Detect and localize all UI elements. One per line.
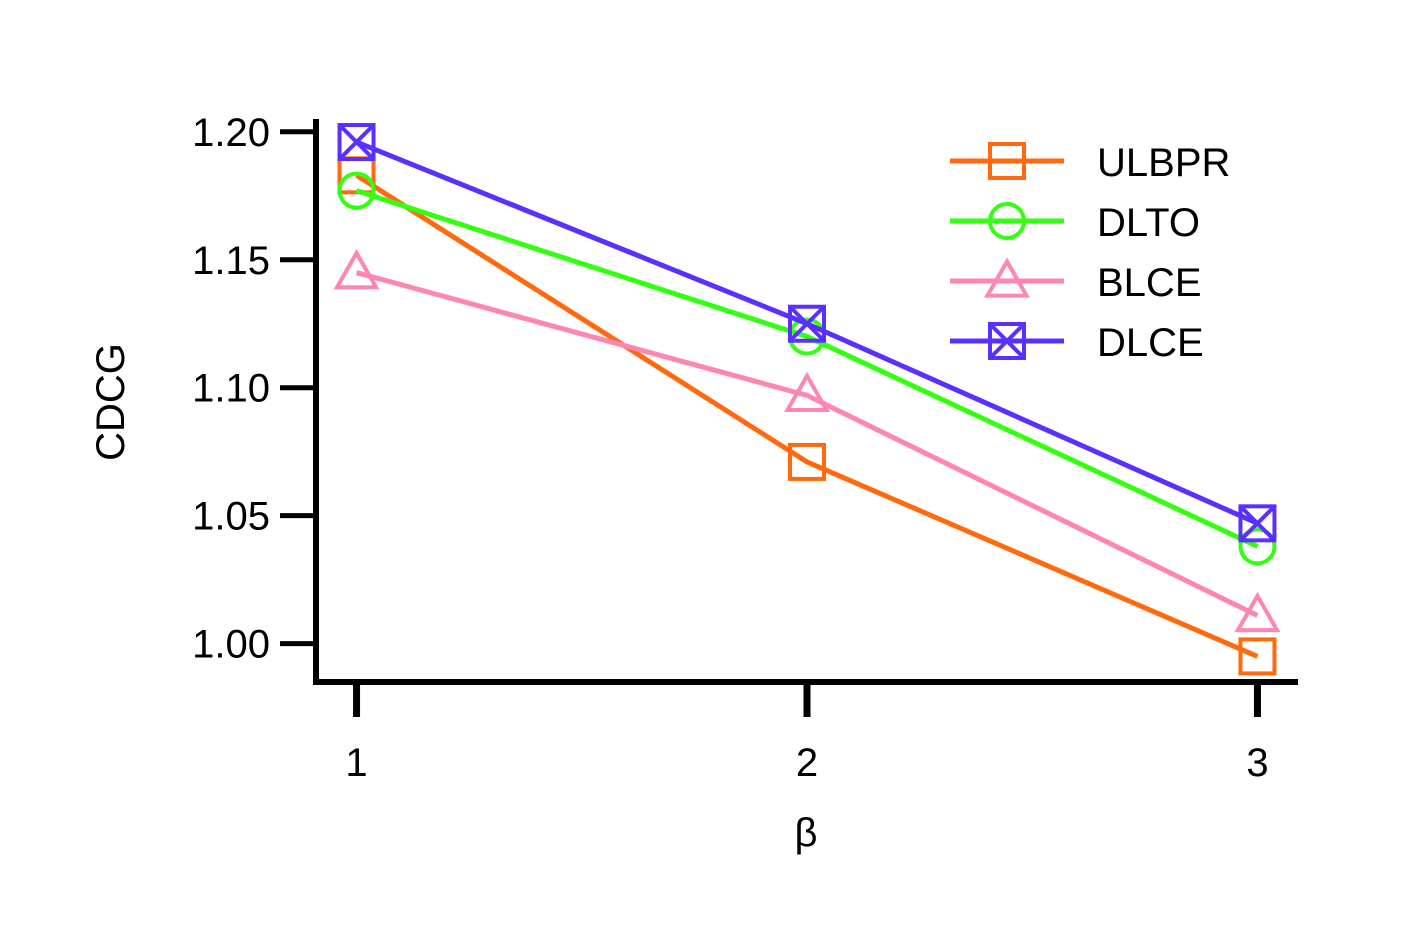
- y-tick-label: 1.15: [192, 239, 270, 283]
- legend-entry: ULBPR: [950, 141, 1230, 185]
- data-point: [1234, 591, 1281, 633]
- legend-marker: [988, 202, 1026, 240]
- y-tick-label: 1.10: [192, 367, 270, 411]
- data-point: [1238, 527, 1277, 566]
- y-axis-title: CDCG: [89, 343, 133, 461]
- legend-entry: BLCE: [950, 257, 1202, 305]
- legend-marker: [984, 257, 1030, 298]
- legend-entry: DLTO: [950, 201, 1200, 245]
- legend-label: DLTO: [1097, 201, 1200, 245]
- x-tick-label: 1: [345, 741, 367, 785]
- legend-label: ULBPR: [1097, 141, 1230, 185]
- x-axis-title: β: [794, 811, 817, 855]
- legend: ULBPR DLTO BLCE DLCE: [950, 141, 1230, 365]
- series-line: [355, 188, 1259, 549]
- plot-series: [333, 123, 1281, 676]
- data-point: [784, 371, 830, 413]
- data-point: [1238, 504, 1277, 543]
- legend-label: BLCE: [1097, 261, 1202, 305]
- y-axis-ticks: 1.00 1.05 1.10 1.15 1.20: [192, 111, 316, 667]
- y-tick-label: 1.05: [192, 495, 270, 539]
- series-ulbpr: [337, 156, 1277, 676]
- series-blce: [333, 248, 1281, 633]
- legend-label: DLCE: [1097, 321, 1204, 365]
- series-dlce: [337, 123, 1277, 543]
- legend-marker: [988, 322, 1026, 360]
- y-tick-label: 1.00: [192, 623, 270, 667]
- series-line: [355, 173, 1259, 659]
- data-point: [337, 171, 376, 210]
- x-axis-ticks: 1 2 3: [345, 682, 1269, 785]
- x-tick-label: 3: [1246, 741, 1268, 785]
- data-point: [337, 123, 376, 162]
- data-point: [788, 304, 826, 343]
- series-line: [355, 270, 1259, 618]
- data-point: [788, 442, 826, 481]
- legend-entry: DLCE: [950, 321, 1204, 365]
- x-tick-label: 2: [796, 741, 818, 785]
- data-point: [333, 248, 380, 290]
- data-point: [1238, 637, 1277, 676]
- legend-marker: [988, 142, 1026, 180]
- y-tick-label: 1.20: [192, 111, 270, 155]
